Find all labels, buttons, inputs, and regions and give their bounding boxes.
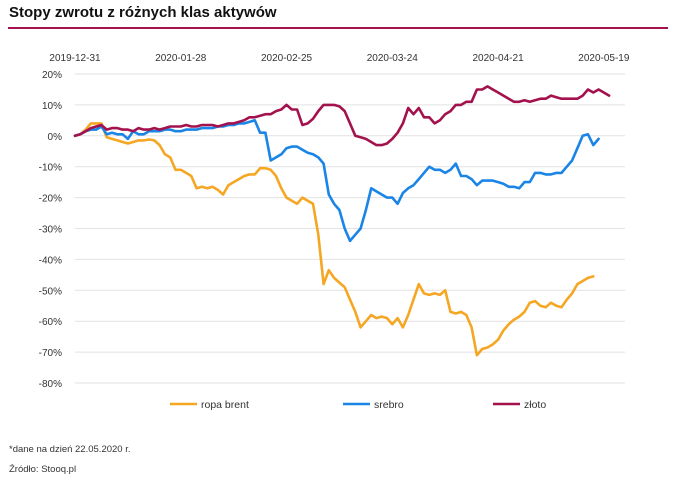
series-line-ropa-brent bbox=[73, 122, 595, 357]
y-tick-label: -50% bbox=[39, 286, 62, 297]
x-tick-label: 2020-01-28 bbox=[155, 53, 207, 64]
source-note: Źródło: Stooq.pl bbox=[9, 464, 77, 475]
y-tick-label: -40% bbox=[39, 255, 62, 266]
y-tick-label: -30% bbox=[39, 225, 62, 236]
x-tick-label: 2020-02-25 bbox=[261, 53, 313, 64]
footnote: *dane na dzień 22.05.2020 r. bbox=[9, 444, 131, 455]
y-tick-label: 0% bbox=[48, 132, 63, 143]
x-tick-label: 2019-12-31 bbox=[49, 53, 101, 64]
y-tick-label: -20% bbox=[39, 194, 62, 205]
title-underline bbox=[8, 27, 668, 29]
x-tick-label: 2020-03-24 bbox=[367, 53, 419, 64]
y-tick-label: 20% bbox=[42, 70, 62, 81]
x-tick-label: 2020-04-21 bbox=[472, 53, 524, 64]
series-line-złoto bbox=[73, 85, 611, 147]
legend-label: ropa brent bbox=[201, 399, 249, 411]
y-tick-label: -60% bbox=[39, 317, 62, 328]
legend-label: srebro bbox=[374, 399, 404, 411]
y-tick-label: 10% bbox=[42, 101, 62, 112]
y-tick-label: -70% bbox=[39, 348, 62, 359]
x-tick-label: 2020-05-19 bbox=[578, 53, 630, 64]
series-line-srebro bbox=[73, 119, 600, 243]
chart-title: Stopy zwrotu z różnych klas aktywów bbox=[9, 4, 277, 21]
y-tick-label: -80% bbox=[39, 379, 62, 390]
y-tick-label: -10% bbox=[39, 163, 62, 174]
legend-label: złoto bbox=[524, 399, 546, 411]
